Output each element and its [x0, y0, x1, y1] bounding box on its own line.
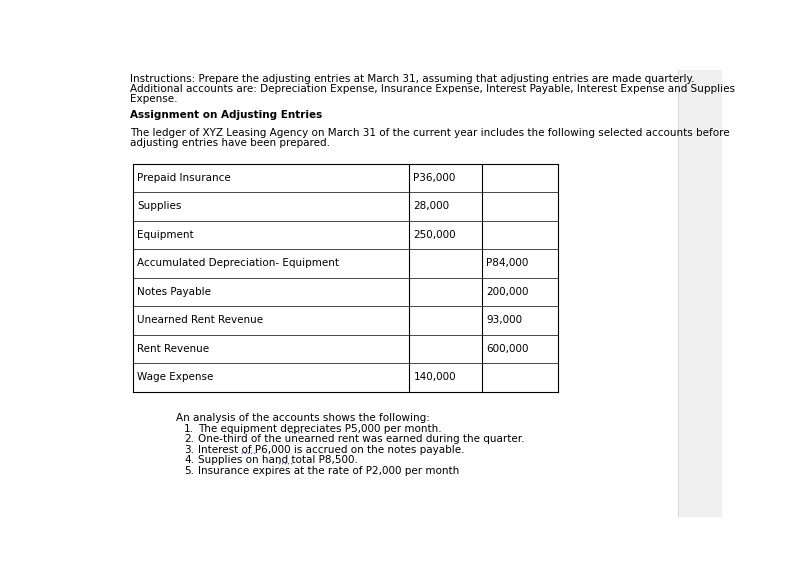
Text: 140,000: 140,000 [413, 372, 456, 382]
Text: 4.: 4. [184, 455, 194, 465]
Text: Interest of P6,000 is accrued on the notes payable.: Interest of P6,000 is accrued on the not… [198, 444, 464, 455]
Text: Notes Payable: Notes Payable [137, 287, 212, 297]
Text: 600,000: 600,000 [486, 344, 529, 354]
Text: Assignment on Adjusting Entries: Assignment on Adjusting Entries [130, 110, 322, 120]
Text: Expense.: Expense. [130, 94, 177, 105]
Text: The ledger of XYZ Leasing Agency on March 31 of the current year includes the fo: The ledger of XYZ Leasing Agency on Marc… [130, 128, 729, 138]
Text: Prepaid Insurance: Prepaid Insurance [137, 173, 231, 183]
Text: 200,000: 200,000 [486, 287, 529, 297]
Text: Wage Expense: Wage Expense [137, 372, 214, 382]
Text: Unearned Rent Revenue: Unearned Rent Revenue [137, 315, 264, 325]
Text: Supplies on hand total P8,500.: Supplies on hand total P8,500. [198, 455, 358, 465]
Text: Equipment: Equipment [137, 230, 194, 240]
Text: 250,000: 250,000 [413, 230, 456, 240]
Text: Supplies: Supplies [137, 202, 182, 211]
Text: Instructions: Prepare the adjusting entries at March 31, assuming that adjusting: Instructions: Prepare the adjusting entr… [130, 74, 695, 84]
Text: Accumulated Depreciation- Equipment: Accumulated Depreciation- Equipment [137, 259, 339, 268]
Text: P36,000: P36,000 [413, 173, 456, 183]
Text: Rent Revenue: Rent Revenue [137, 344, 209, 354]
Text: Insurance expires at the rate of P2,000 per month: Insurance expires at the rate of P2,000 … [198, 465, 460, 475]
Text: 1.: 1. [184, 424, 194, 434]
Text: One-third of the unearned rent was earned during the quarter.: One-third of the unearned rent was earne… [198, 435, 525, 444]
Text: 93,000: 93,000 [486, 315, 522, 325]
Bar [678, 70, 722, 517]
Text: An analysis of the accounts shows the following:: An analysis of the accounts shows the fo… [176, 413, 430, 423]
Text: adjusting entries have been prepared.: adjusting entries have been prepared. [130, 138, 330, 148]
Text: 2.: 2. [184, 435, 194, 444]
Text: 3.: 3. [184, 444, 194, 455]
Text: The equipment depreciates P5,000 per month.: The equipment depreciates P5,000 per mon… [198, 424, 442, 434]
Text: Additional accounts are: Depreciation Expense, Insurance Expense, Interest Payab: Additional accounts are: Depreciation Ex… [130, 84, 735, 94]
Text: 5.: 5. [184, 465, 194, 475]
Text: 28,000: 28,000 [413, 202, 449, 211]
Text: P84,000: P84,000 [486, 259, 529, 268]
